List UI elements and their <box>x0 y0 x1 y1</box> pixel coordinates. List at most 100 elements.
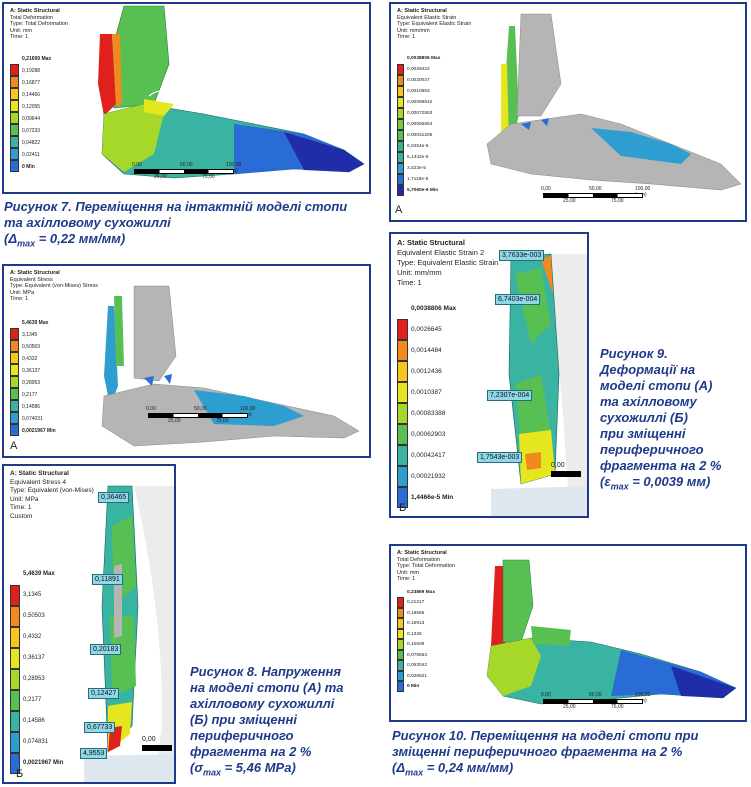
legend-label: 0,053042 <box>407 663 428 669</box>
legend-label: 0,1326 <box>407 631 422 637</box>
legend-swatch <box>397 649 404 661</box>
legend-swatch <box>10 731 20 753</box>
fig8b-tendon-model <box>84 485 174 782</box>
fig8b-probe-6: 4,9553 <box>80 748 108 759</box>
legend-label: 0,026521 <box>407 673 428 679</box>
legend-label: 0,14586 <box>22 403 41 410</box>
fig7-panel: A: Static Structural Total Deformation T… <box>2 2 371 194</box>
fig8b-panel: A: Static Structural Equivalent Stress 4… <box>2 464 176 784</box>
legend-swatch <box>10 328 19 340</box>
fig8b-probe-5: 0,67733 <box>84 722 116 733</box>
legend-label: 0,15913 <box>407 621 425 627</box>
legend-swatch <box>10 412 19 424</box>
legend-label: 0,0021967 Min <box>22 427 56 434</box>
legend-label: 1,7118e-5 <box>407 176 429 182</box>
legend-label: 5,7060e-9 Min <box>407 187 439 193</box>
legend-swatch <box>397 173 404 185</box>
legend-swatch <box>397 639 404 650</box>
legend-label: 0,0014484 <box>411 346 442 354</box>
fig8-caption: Рисунок 8. Напруження на моделі стопи (А… <box>190 664 344 778</box>
legend-swatch <box>10 340 19 352</box>
legend-label: 0 Min <box>22 163 35 170</box>
legend-label: 0,00062903 <box>411 430 446 438</box>
legend-label: 0,36137 <box>23 655 45 661</box>
fig8a-header: A: Static Structural Equivalent Stress T… <box>10 270 99 303</box>
fig10-panel: A: Static Structural Total Deformation T… <box>389 544 747 722</box>
legend-swatch <box>397 486 408 508</box>
legend-label: 0,21699 Max <box>22 55 52 62</box>
legend-swatch <box>397 318 408 340</box>
legend-label: 0,0038806 Max <box>407 55 441 61</box>
fig10-caption: Рисунок 10. Переміщення на моделі стопи … <box>392 728 699 778</box>
legend-label: 0,16877 <box>22 79 41 86</box>
legend-swatch <box>10 64 19 76</box>
legend-label: 0,074031 <box>22 415 43 422</box>
legend-swatch <box>10 136 19 148</box>
legend-label: 0,04822 <box>22 139 41 146</box>
legend-label: 0,00021932 <box>411 472 446 480</box>
legend-label: 0,14466 <box>22 91 41 98</box>
fig10-header: A: Static Structural Total Deformation T… <box>397 550 455 583</box>
legend-swatch <box>10 584 20 606</box>
legend-swatch <box>397 63 404 75</box>
legend-label: 1,4466e-5 Min <box>411 493 454 501</box>
legend-swatch <box>10 112 19 124</box>
fig9b-header: A: Static Structural Equivalent Elastic … <box>397 238 499 287</box>
legend-swatch <box>397 381 408 403</box>
legend-label: 0,0029422 <box>407 66 430 72</box>
legend-swatch <box>10 626 20 648</box>
legend-label: 5,1342e-5 <box>407 154 429 160</box>
fig7-header: A: Static Structural Total Deformation T… <box>10 8 68 41</box>
fig8a-panel: A: Static Structural Equivalent Stress T… <box>2 264 371 458</box>
fig9a-letter: А <box>395 204 403 216</box>
legend-label: 0,36137 <box>22 367 41 374</box>
legend-swatch <box>397 360 408 382</box>
legend-swatch <box>10 400 19 412</box>
legend-swatch <box>10 710 20 732</box>
legend-swatch <box>10 88 19 100</box>
legend-label: 0,00072553 <box>407 110 433 116</box>
legend-label: 0,21217 <box>407 600 425 606</box>
fig9a-foot-model <box>486 13 742 191</box>
fig8b-header: A: Static Structural Equivalent Stress 4… <box>10 470 94 520</box>
legend-label: 0,4332 <box>23 634 42 640</box>
legend-label: 0,18565 <box>407 610 425 616</box>
legend-swatch <box>397 140 404 152</box>
legend-swatch <box>10 388 19 400</box>
legend-swatch <box>397 162 404 174</box>
fig8b-letter: Б <box>16 768 24 780</box>
legend-label: 0,28953 <box>22 379 41 386</box>
legend-swatch <box>10 100 19 112</box>
fig9a-panel: A: Static Structural Equivalent Elastic … <box>389 2 747 222</box>
fig9b-panel: A: Static Structural Equivalent Elastic … <box>389 232 589 518</box>
legend-swatch <box>397 607 404 619</box>
legend-swatch <box>397 618 404 629</box>
fig8a-foot-model <box>101 285 360 447</box>
fig9b-probe-3: 7,2307e-004 <box>487 390 533 401</box>
legend-label: 0,0021967 Min <box>23 760 64 766</box>
legend-label: 0,07233 <box>22 127 41 134</box>
legend-label: 0,14586 <box>23 718 45 724</box>
legend-swatch <box>10 124 19 136</box>
legend-swatch <box>10 752 20 774</box>
legend-swatch <box>10 352 19 364</box>
legend-label: 0,50503 <box>22 343 41 350</box>
legend-swatch <box>397 465 408 487</box>
legend-swatch <box>397 74 404 86</box>
fig9b-probe-2: 6,7403e-004 <box>495 294 541 305</box>
legend-swatch <box>10 376 19 388</box>
legend-swatch <box>397 402 408 424</box>
fig9b-letter: Б <box>399 502 407 514</box>
fig10-foot-model <box>486 559 737 705</box>
legend-swatch <box>10 668 20 690</box>
legend-swatch <box>397 339 408 361</box>
legend-swatch <box>397 628 404 640</box>
legend-swatch <box>10 160 19 172</box>
legend-label: 0,0010653 <box>407 88 430 94</box>
legend-label: 0,23869 Max <box>407 589 436 595</box>
legend-swatch <box>10 148 19 160</box>
legend-label: 0,00042417 <box>411 451 446 459</box>
legend-label: 0,19288 <box>22 67 41 74</box>
fig9b-probe-1: 3,7633e-003 <box>499 250 545 261</box>
legend-label: 0,0020037 <box>407 77 430 83</box>
